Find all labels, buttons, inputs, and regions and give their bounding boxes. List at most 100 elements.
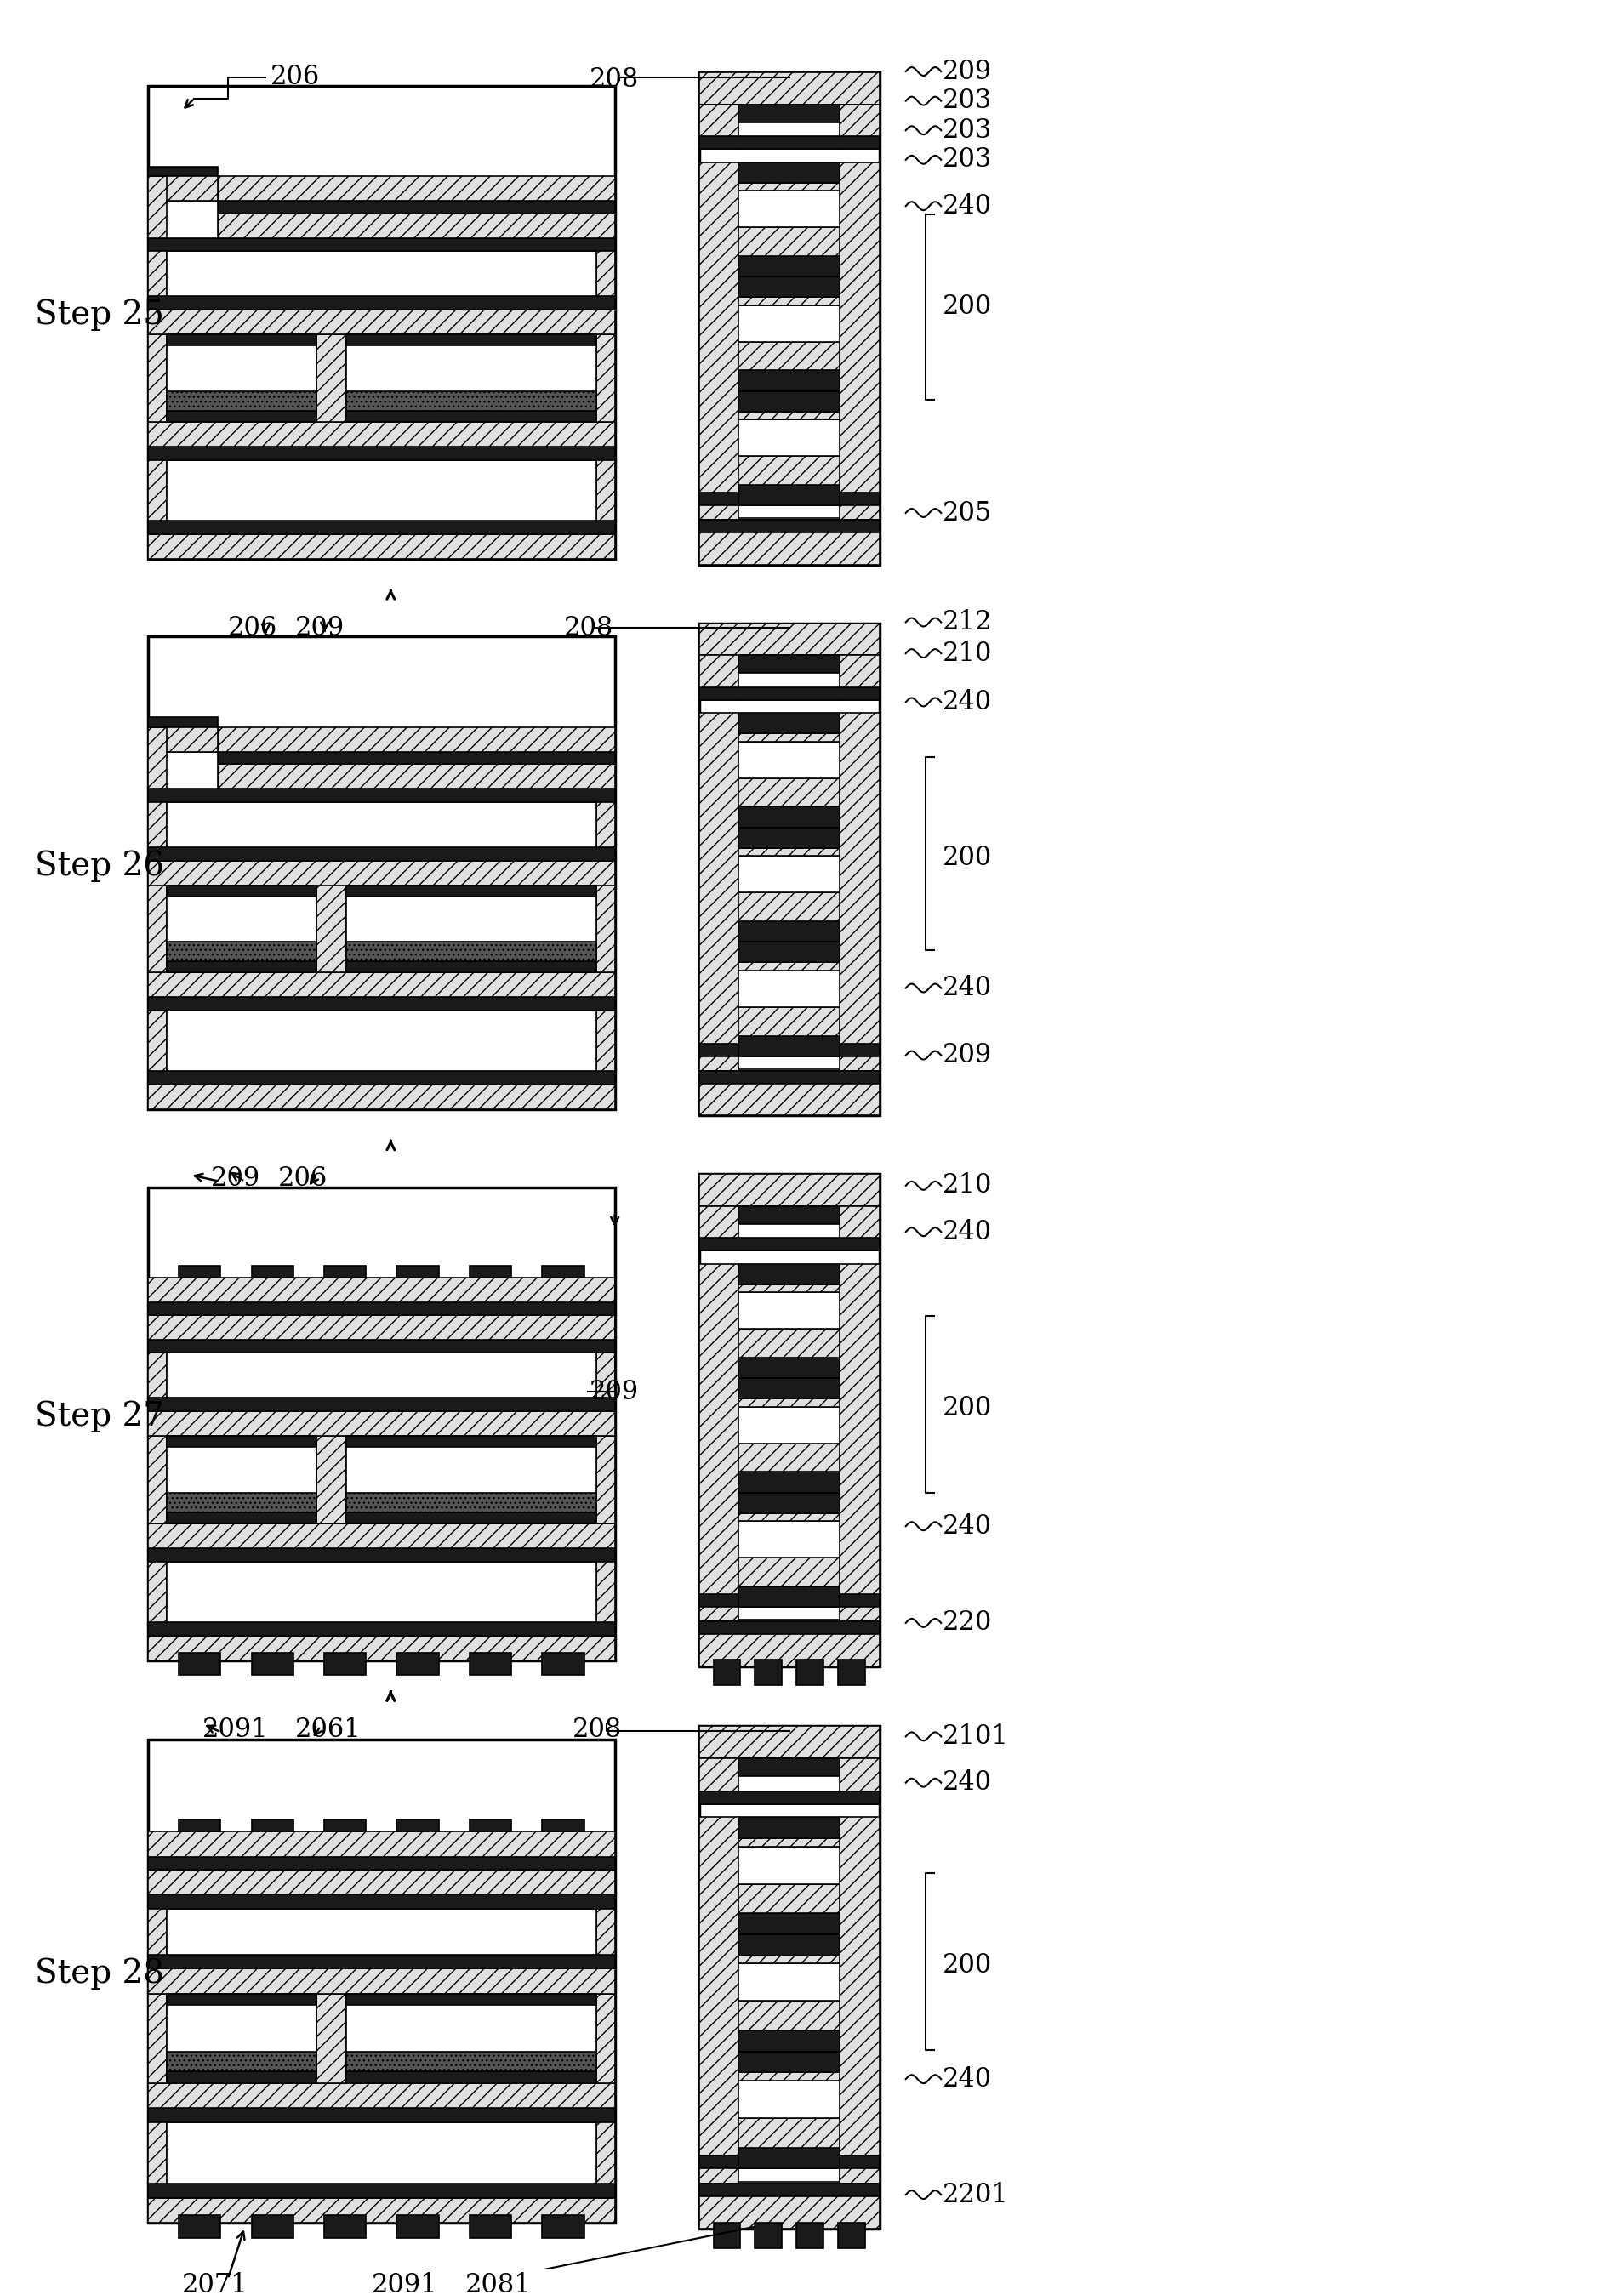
Bar	[148, 1870, 615, 1896]
Bar	[148, 239, 167, 296]
Bar	[698, 1083, 880, 1115]
Text: 203: 203	[944, 117, 992, 145]
Bar	[346, 1994, 596, 2084]
Bar	[148, 85, 615, 558]
Bar	[317, 886, 346, 973]
Bar	[698, 1056, 739, 1069]
Bar	[596, 1340, 615, 1398]
Bar	[148, 1304, 615, 1315]
Bar	[148, 2084, 615, 2109]
Bar	[739, 2072, 840, 2082]
Bar	[148, 1623, 615, 1636]
Bar	[698, 1175, 880, 1207]
Text: 200: 200	[944, 1395, 992, 1421]
Bar	[148, 1831, 615, 1857]
Bar	[840, 1606, 880, 1620]
Text: 200: 200	[944, 845, 992, 870]
Bar	[596, 2109, 615, 2185]
Bar	[218, 728, 615, 753]
Text: 208: 208	[590, 67, 640, 94]
Text: 200: 200	[944, 1953, 992, 1978]
Bar	[698, 1726, 880, 1758]
Bar	[148, 728, 218, 789]
Bar	[148, 1411, 615, 1437]
Bar	[840, 1056, 880, 1069]
Bar	[739, 305, 840, 342]
Bar	[698, 106, 880, 122]
Bar	[317, 335, 346, 422]
Text: 206: 206	[227, 615, 278, 640]
Bar	[148, 1636, 615, 1659]
Bar	[698, 493, 880, 505]
Bar	[596, 998, 615, 1072]
Bar	[698, 519, 880, 532]
Bar	[713, 1659, 741, 1685]
Bar	[739, 1265, 840, 1285]
Bar	[148, 177, 218, 239]
Bar	[840, 1758, 880, 1804]
Bar	[148, 448, 167, 521]
Bar	[739, 714, 840, 734]
Bar	[218, 202, 615, 213]
Bar	[739, 1955, 840, 1965]
Bar	[698, 2155, 880, 2169]
Text: 2091: 2091	[203, 1717, 268, 1742]
Bar	[739, 808, 840, 826]
Text: 220: 220	[944, 1609, 992, 1636]
Bar	[739, 296, 840, 305]
Bar	[148, 2109, 615, 2123]
Text: 209: 209	[211, 1166, 260, 1191]
Bar	[739, 1398, 840, 1407]
Bar	[698, 1620, 880, 1634]
Bar	[148, 535, 615, 558]
Bar	[167, 335, 317, 422]
Bar	[252, 1652, 294, 1675]
Bar	[167, 2072, 317, 2084]
Bar	[739, 941, 840, 962]
Bar	[148, 1857, 615, 1870]
Bar	[739, 847, 840, 856]
Text: 2061: 2061	[296, 1717, 362, 1742]
Bar	[167, 1512, 317, 1524]
Bar	[469, 1820, 512, 1831]
Bar	[596, 239, 615, 296]
Bar	[148, 861, 615, 886]
Bar	[739, 342, 840, 369]
Bar	[698, 2169, 739, 2183]
Bar	[167, 411, 317, 422]
Bar	[796, 2222, 823, 2249]
Bar	[252, 1265, 294, 1278]
Bar	[167, 252, 596, 296]
Bar	[739, 278, 840, 296]
Text: 209: 209	[590, 1379, 638, 1405]
Bar	[698, 1207, 739, 1251]
Bar	[346, 335, 596, 347]
Bar	[698, 1634, 880, 1666]
Bar	[840, 656, 880, 700]
Bar	[346, 2072, 596, 2084]
Bar	[739, 190, 840, 227]
Bar	[167, 941, 317, 962]
Bar	[148, 998, 167, 1072]
Bar	[167, 1437, 317, 1524]
Bar	[739, 1522, 840, 1558]
Text: 208: 208	[564, 615, 614, 640]
Bar	[739, 1776, 840, 1804]
Bar	[698, 135, 880, 149]
Text: Step 28: Step 28	[34, 1958, 164, 1990]
Bar	[167, 962, 317, 973]
Bar	[346, 1492, 596, 1512]
Bar	[698, 656, 739, 700]
Bar	[167, 1994, 317, 2084]
Bar	[167, 1561, 596, 1623]
Bar	[148, 1278, 615, 1304]
Bar	[739, 390, 840, 411]
Bar	[167, 2123, 596, 2185]
Text: 2101: 2101	[944, 1724, 1009, 1749]
Bar	[739, 1838, 840, 1847]
Bar	[148, 335, 167, 422]
Bar	[148, 789, 167, 847]
Bar	[698, 1606, 739, 1620]
Bar	[739, 420, 840, 457]
Bar	[167, 803, 596, 847]
